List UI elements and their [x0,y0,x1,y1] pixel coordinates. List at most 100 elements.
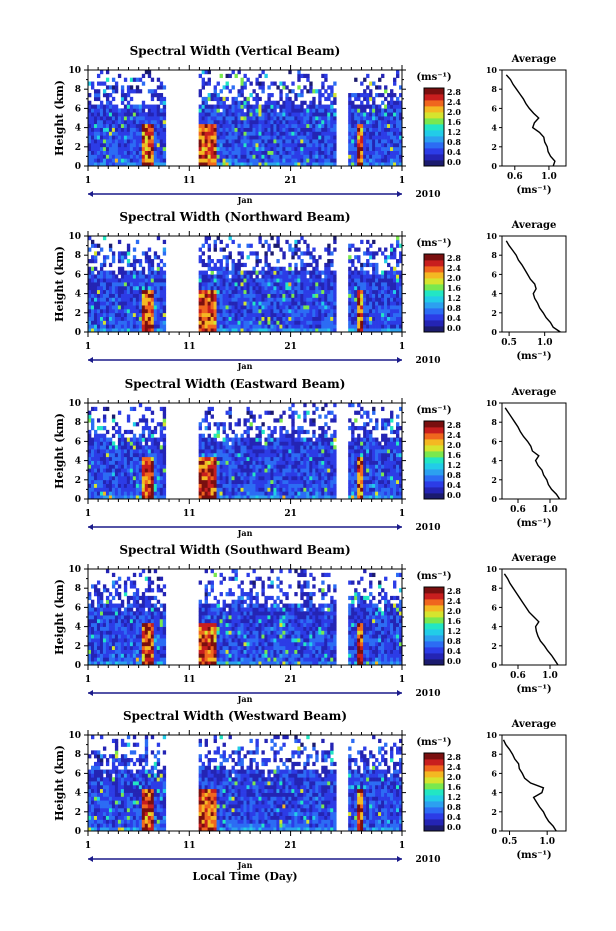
heatmap-cell [234,116,238,121]
heatmap-cell [276,445,280,450]
heatmap-cell [207,93,211,98]
heatmap-cell [375,108,379,113]
heatmap-cell [231,127,235,132]
heatmap-cell [399,297,403,302]
heatmap-cell [150,316,155,321]
heatmap-cell [324,104,328,109]
heatmap-cell [198,154,202,159]
heatmap-cell [300,158,304,163]
heatmap-cell [105,135,110,140]
heatmap-cell [237,320,241,325]
heatmap-cell [141,472,146,477]
heatmap-cell [375,320,379,325]
heatmap-cell [252,479,256,484]
heatmap-cell [258,127,262,132]
heatmap-cell [255,278,259,283]
heatmap-cell [294,108,298,113]
heatmap-cell [141,131,146,136]
profile-y-tick-label: 10 [486,231,498,241]
heatmap-cell [141,414,146,419]
heatmap-cell [144,445,149,450]
heatmap-cell [153,472,158,477]
heatmap-cell [141,491,146,496]
heatmap-cell [291,142,295,148]
heatmap-cell [282,282,286,287]
heatmap-cell [108,305,113,310]
heatmap-cell [354,293,358,298]
heatmap-cell [351,289,355,294]
heatmap-cell [399,316,403,321]
heatmap-cell [117,472,122,477]
heatmap-cell [210,154,214,159]
heatmap-cell [162,239,167,245]
heatmap-cell [213,297,217,302]
heatmap-cell [312,324,316,329]
heatmap-cell [228,414,232,419]
heatmap-cell [351,243,355,248]
heatmap-cell [288,328,292,333]
heatmap-cell [357,297,361,302]
heatmap-cell [213,119,217,125]
heatmap-cell [318,274,322,279]
heatmap-cell [384,104,388,109]
heatmap-cell [318,108,322,113]
heatmap-cell [156,441,161,446]
heatmap-cell [366,119,370,125]
heatmap-cell [99,70,104,75]
heatmap-cell [114,85,119,90]
heatmap-cell [88,324,92,329]
heatmap-cell [312,142,316,148]
heatmap-cell [282,449,286,454]
y-tick-label: 6 [75,104,81,114]
heatmap-cell [231,282,235,287]
heatmap-cell [297,146,301,151]
heatmap-cell [201,282,205,287]
heatmap-cell [234,119,238,125]
heatmap-cell [240,131,244,136]
heatmap-cell [117,289,122,294]
heatmap-cell [222,247,226,252]
heatmap-cell [273,328,277,333]
heatmap-cell [108,487,113,492]
heatmap-cell [312,495,316,500]
heatmap-cell [363,316,367,321]
heatmap-cell [255,119,259,125]
heatmap-cell [357,259,361,264]
heatmap-cell [228,487,232,492]
heatmap-cell [390,328,394,333]
heatmap-cell [312,158,316,163]
heatmap-cell [99,285,104,291]
heatmap-cell [354,305,358,310]
heatmap-cell [198,426,202,431]
heatmap-cell [210,285,214,291]
colorbar-tick-label: 1.6 [447,117,461,127]
heatmap-cell [261,468,265,473]
heatmap-cell [123,437,128,442]
heatmap-cell [243,320,247,325]
heatmap-cell [201,158,205,163]
heatmap-cell [225,146,229,151]
heatmap-cell [291,274,295,279]
heatmap-cell [93,266,98,271]
heatmap-cell [219,441,223,446]
heatmap-cell [264,289,268,294]
heatmap-cell [372,146,376,151]
heatmap-cell [258,487,262,492]
heatmap-cell [318,297,322,302]
heatmap-cell [348,270,352,275]
heatmap-cell [120,146,125,151]
heatmap-cell [108,85,113,90]
heatmap-cell [261,472,265,477]
heatmap-cell [276,236,280,241]
heatmap-cell [93,324,98,329]
heatmap-cell [270,278,274,283]
heatmap-cell [216,445,220,450]
heatmap-cell [255,460,259,465]
heatmap-cell [120,89,125,94]
heatmap-cell [249,452,253,458]
heatmap-cell [297,449,301,454]
heatmap-cell [216,293,220,298]
heatmap-cell [258,96,262,102]
heatmap-cell [396,312,400,317]
heatmap-cell [126,131,131,136]
